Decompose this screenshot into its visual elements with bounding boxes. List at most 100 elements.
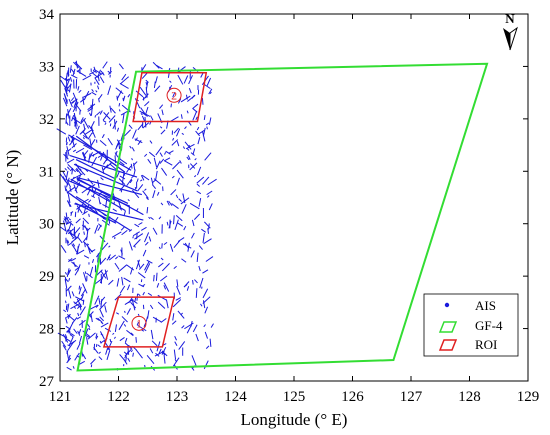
ais-track [75,296,85,302]
ais-track [209,91,212,95]
ais-track [102,270,109,277]
ais-track [197,129,205,135]
ais-track [112,332,115,335]
ais-track [84,271,87,275]
ais-track [101,242,109,251]
ais-track [93,66,97,74]
ais-track [160,129,166,135]
ais-track [67,191,107,221]
ais-track [82,236,88,243]
ais-track [70,333,75,337]
ais-track [86,337,89,345]
ais-layer [56,60,217,371]
ais-track [168,150,174,154]
ais-track [173,215,175,225]
ais-track [68,257,73,263]
ais-track [137,313,140,316]
ais-track [102,204,109,209]
ais-track [100,321,104,325]
ais-track [119,161,125,166]
ais-track [63,153,69,160]
ais-track [69,155,138,178]
ais-track [123,277,131,283]
ais-track [207,228,209,234]
ais-track [114,262,120,270]
ais-track [81,224,89,231]
ais-track [177,98,182,104]
ais-track [177,67,180,71]
ais-track [152,190,156,199]
ais-track [176,141,180,147]
ais-track [118,264,128,272]
ais-track [169,243,174,252]
ais-track [158,262,164,268]
ais-track [201,130,206,142]
ais-track [201,97,204,105]
ais-track [178,341,186,350]
ais-track [79,98,85,103]
ais-track [192,280,194,285]
ais-track [84,129,93,136]
ais-track [73,117,77,121]
ais-track [63,93,68,104]
ais-track [164,157,171,162]
ais-track [203,360,209,370]
ais-track [116,127,120,132]
ais-track [88,199,92,203]
ais-track [74,266,81,271]
ais-track [161,263,170,272]
ais-track [190,250,195,258]
ais-track [130,163,133,169]
ais-track [162,351,166,356]
ais-track [193,213,201,220]
ais-track [196,166,202,176]
ais-track [66,158,75,164]
legend-box [423,293,519,357]
ais-track [138,222,143,226]
ais-track [126,308,131,315]
ais-track [124,351,129,359]
ais-track [94,277,103,285]
ais-track [70,303,81,310]
ais-track [98,351,101,355]
ais-track [184,322,194,330]
ais-track [69,65,72,73]
ais-track [70,97,75,102]
ais-track [70,74,78,79]
ais-track [69,138,75,146]
ais-track [202,269,209,274]
ais-track [130,349,133,353]
ais-track [93,346,99,354]
ais-track [153,157,158,168]
ais-track [83,123,86,129]
x-tick-label: 129 [517,389,540,405]
ais-track [197,137,201,145]
ais-track [64,167,68,171]
ais-track [126,264,135,271]
ais-track [166,221,169,226]
ais-track [91,98,94,109]
ais-track [83,272,87,282]
ais-track [89,112,92,117]
ais-track [189,163,196,169]
ais-track [64,276,67,282]
ais-track [181,325,185,329]
north-arrow-icon: N [503,11,518,51]
ais-track [65,229,69,235]
ais-track [66,166,71,170]
ais-track [191,355,197,366]
ais-track [78,335,83,344]
ais-track [150,177,154,185]
ais-track [177,237,185,242]
ais-track [127,357,131,362]
ais-track [70,211,74,214]
ais-track [182,146,186,149]
ais-track [129,179,133,184]
ais-track [67,240,70,244]
ais-track [74,249,78,253]
roi-polygon [102,296,176,348]
ais-track [133,239,141,247]
ais-track [92,69,95,72]
ais-track [206,190,213,196]
ais-track [132,236,134,239]
